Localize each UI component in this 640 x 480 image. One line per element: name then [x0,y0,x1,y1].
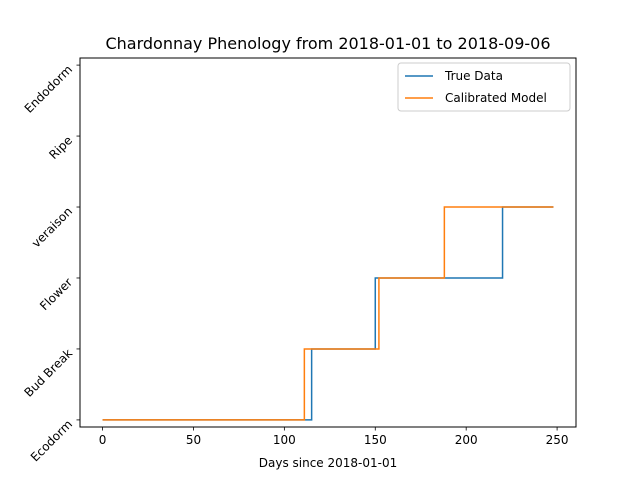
series-layer [102,206,554,421]
x-tick-label: 0 [99,433,107,447]
x-tick-label: 50 [186,433,201,447]
x-tick-label: 150 [364,433,387,447]
x-tick-label: 100 [273,433,296,447]
legend-label-calibrated-model: Calibrated Model [445,91,547,105]
x-tick-label: 200 [455,433,478,447]
series-line-true-data [102,206,554,421]
x-tick-label: 250 [546,433,569,447]
legend: True Data Calibrated Model [397,62,571,112]
x-axis-ticks: 0 50 100 150 200 250 [99,427,569,447]
series-line-calibrated-model [102,206,554,421]
x-axis-label: Days since 2018-01-01 [259,456,398,470]
legend-label-true-data: True Data [444,69,503,83]
chart-title: Chardonnay Phenology from 2018-01-01 to … [105,34,550,53]
legend-box [397,62,571,112]
plot-frame [79,57,577,428]
